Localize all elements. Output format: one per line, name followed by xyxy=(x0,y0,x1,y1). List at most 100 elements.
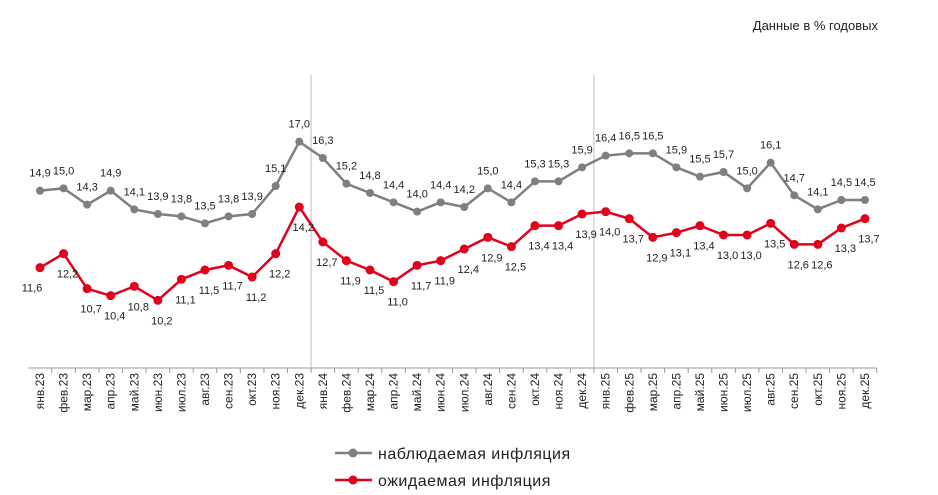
data-point xyxy=(695,221,705,231)
x-tick-label: фев.24 xyxy=(339,373,353,413)
data-point xyxy=(224,260,234,270)
data-label: 15,0 xyxy=(736,165,757,177)
data-label: 12,7 xyxy=(316,257,337,269)
data-label: 13,8 xyxy=(218,193,239,205)
data-label: 13,5 xyxy=(764,238,785,250)
data-point xyxy=(554,177,563,186)
data-point xyxy=(59,249,69,259)
data-point xyxy=(601,151,610,160)
data-point xyxy=(224,212,233,221)
x-tick-label: сен.25 xyxy=(787,373,801,409)
data-label: 13,4 xyxy=(528,241,549,253)
data-label: 15,3 xyxy=(524,158,545,170)
data-label: 13,1 xyxy=(670,248,691,260)
data-point xyxy=(837,196,846,204)
data-point xyxy=(412,260,422,270)
x-tick-label: май.24 xyxy=(410,373,424,412)
x-tick-label: апр.23 xyxy=(104,373,118,410)
x-tick-label: дек.25 xyxy=(858,373,872,409)
x-tick-label: ноя.23 xyxy=(269,373,283,410)
data-label: 10,8 xyxy=(128,301,149,313)
data-point xyxy=(153,295,163,305)
data-point xyxy=(436,256,446,266)
data-point xyxy=(200,265,210,275)
data-point xyxy=(743,184,752,193)
unit-annotation: Данные в % годовых xyxy=(752,18,878,33)
data-label: 10,2 xyxy=(151,315,172,327)
data-point xyxy=(389,277,399,287)
x-tick-label: мар.24 xyxy=(363,373,377,412)
data-point xyxy=(83,200,92,209)
data-label: 15,9 xyxy=(666,144,687,156)
x-tick-label: фев.25 xyxy=(622,373,636,413)
data-label: 13,9 xyxy=(241,191,262,203)
data-label: 14,9 xyxy=(100,168,121,180)
data-point xyxy=(365,189,374,197)
data-point xyxy=(459,244,469,254)
data-label: 13,4 xyxy=(693,241,714,253)
data-point xyxy=(813,205,822,214)
data-point xyxy=(625,149,634,158)
data-point xyxy=(601,207,611,217)
data-label: 13,9 xyxy=(147,191,168,203)
data-point xyxy=(106,186,115,195)
x-tick-label: июн.24 xyxy=(434,373,448,412)
x-tick-label: июл.23 xyxy=(174,373,188,412)
data-point xyxy=(129,281,139,291)
data-label: 15,7 xyxy=(713,149,734,161)
data-label: 14,9 xyxy=(29,168,50,180)
data-point xyxy=(59,184,68,193)
data-label: 13,0 xyxy=(717,250,738,262)
data-point xyxy=(82,284,92,294)
data-point xyxy=(295,137,304,146)
data-point xyxy=(271,182,280,190)
legend-marker xyxy=(348,448,358,458)
x-tick-label: май.23 xyxy=(127,373,141,412)
data-point xyxy=(176,274,186,284)
data-label: 11,5 xyxy=(199,285,220,297)
legend-marker xyxy=(348,475,358,485)
data-point xyxy=(789,239,799,249)
data-point xyxy=(365,265,375,275)
data-label: 14,5 xyxy=(831,177,852,189)
data-point xyxy=(200,219,209,228)
data-point xyxy=(436,198,445,207)
data-label: 13,7 xyxy=(858,234,879,246)
x-tick-label: апр.25 xyxy=(669,373,683,410)
x-tick-label: окт.24 xyxy=(528,373,542,406)
data-label: 11,0 xyxy=(387,297,408,309)
data-label: 13,8 xyxy=(171,193,192,205)
data-label: 12,2 xyxy=(269,269,290,281)
data-label: 14,2 xyxy=(454,184,475,196)
x-tick-label: окт.23 xyxy=(245,373,259,406)
data-label: 16,4 xyxy=(595,133,616,145)
data-point xyxy=(672,163,681,172)
data-point xyxy=(790,191,799,200)
data-point xyxy=(860,214,870,224)
x-tick-label: июн.23 xyxy=(151,373,165,412)
data-point xyxy=(35,263,45,273)
data-label: 16,3 xyxy=(312,135,333,147)
data-point xyxy=(766,158,775,167)
data-point xyxy=(247,272,257,282)
x-tick-label: июн.25 xyxy=(717,373,731,412)
data-point xyxy=(578,163,587,172)
data-point xyxy=(130,205,139,214)
x-tick-label: ноя.25 xyxy=(834,373,848,410)
data-label: 14,5 xyxy=(854,177,875,189)
data-label: 12,9 xyxy=(646,252,667,264)
data-label: 14,4 xyxy=(430,179,451,191)
data-label: 11,1 xyxy=(175,294,196,306)
data-label: 11,6 xyxy=(22,283,43,295)
data-label: 11,7 xyxy=(222,280,243,292)
data-label: 13,7 xyxy=(623,234,644,246)
data-label: 15,1 xyxy=(265,163,286,175)
data-point xyxy=(695,172,704,181)
data-label: 12,5 xyxy=(505,262,526,274)
data-label: 12,6 xyxy=(811,259,832,271)
data-label: 14,2 xyxy=(293,222,314,234)
data-point xyxy=(860,196,869,204)
x-tick-label: дек.24 xyxy=(575,373,589,409)
